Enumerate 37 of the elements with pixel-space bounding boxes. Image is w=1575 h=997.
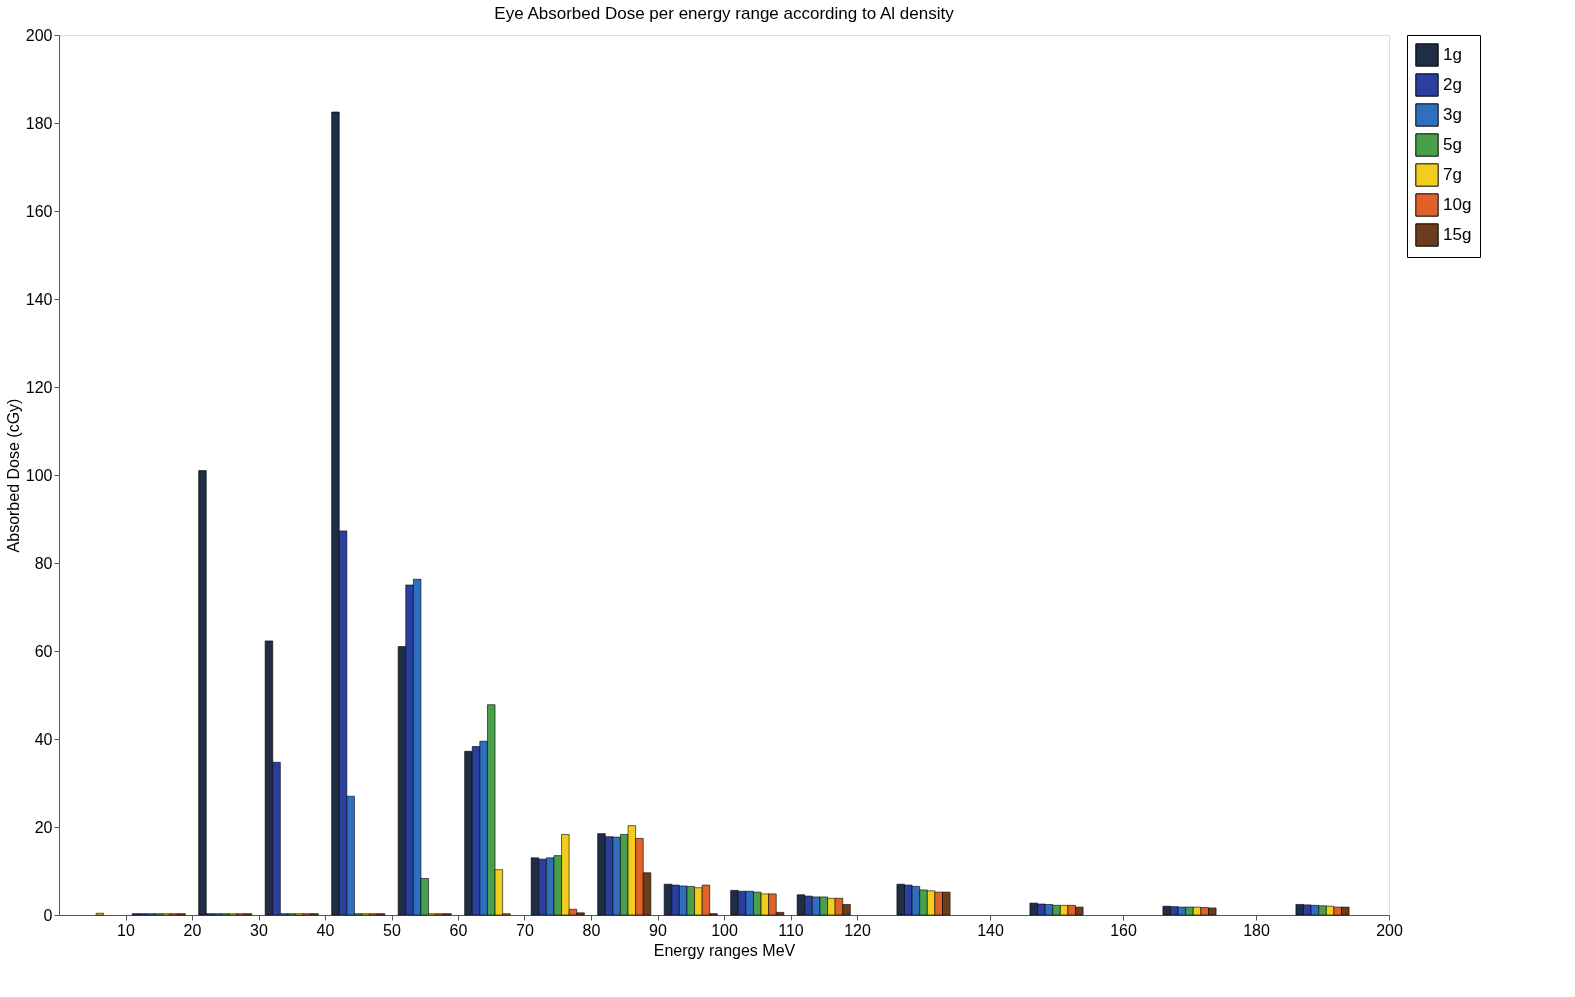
legend-label: 10g bbox=[1443, 195, 1472, 214]
legend-label: 15g bbox=[1443, 225, 1472, 244]
y-tick-label: 160 bbox=[25, 202, 53, 220]
y-tick-label: 180 bbox=[25, 114, 53, 132]
x-tick-label: 90 bbox=[649, 921, 667, 939]
y-tick-label: 100 bbox=[25, 466, 53, 484]
x-tick-label: 10 bbox=[117, 921, 135, 939]
y-tick-label: 140 bbox=[25, 290, 53, 308]
y-tick-label: 0 bbox=[43, 906, 53, 924]
y-tick-label: 60 bbox=[34, 642, 53, 660]
x-tick-label: 200 bbox=[1376, 921, 1403, 939]
x-tick-label: 80 bbox=[582, 921, 601, 939]
y-axis-title: Absorbed Dose (cGy) bbox=[4, 398, 22, 553]
x-tick-label: 50 bbox=[383, 921, 401, 939]
x-tick-label: 110 bbox=[778, 921, 804, 939]
x-tick-label: 40 bbox=[316, 921, 335, 939]
legend-label: 7g bbox=[1443, 165, 1462, 184]
y-tick-label: 80 bbox=[34, 554, 53, 572]
x-tick-label: 120 bbox=[844, 921, 871, 939]
x-axis-title: Energy ranges MeV bbox=[653, 941, 796, 959]
y-tick-label: 200 bbox=[25, 26, 53, 44]
x-tick-label: 70 bbox=[516, 921, 534, 939]
y-tick-label: 120 bbox=[25, 378, 53, 396]
x-tick-label: 60 bbox=[449, 921, 468, 939]
x-tick-label: 180 bbox=[1243, 921, 1270, 939]
x-tick-label: 30 bbox=[250, 921, 268, 939]
chart-title: Eye Absorbed Dose per energy range according to Al density bbox=[494, 4, 955, 23]
y-tick-label: 20 bbox=[34, 818, 53, 836]
legend-label: 2g bbox=[1443, 75, 1462, 94]
x-tick-label: 20 bbox=[183, 921, 202, 939]
legend-label: 5g bbox=[1443, 135, 1462, 154]
y-tick-label: 40 bbox=[34, 730, 53, 748]
legend-label: 3g bbox=[1443, 105, 1462, 124]
x-tick-label: 100 bbox=[711, 921, 738, 939]
legend-label: 1g bbox=[1443, 45, 1462, 64]
x-tick-label: 140 bbox=[977, 921, 1004, 939]
x-tick-label: 160 bbox=[1110, 921, 1137, 939]
